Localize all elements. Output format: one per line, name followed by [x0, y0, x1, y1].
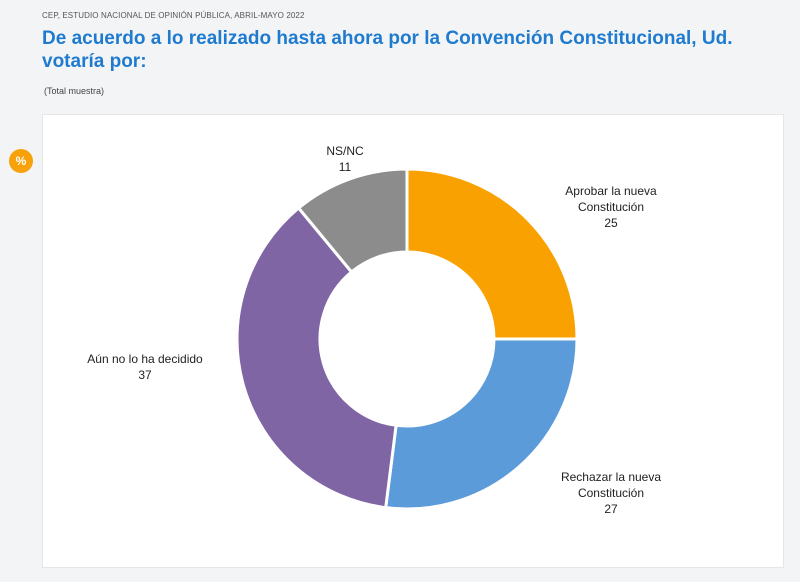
slice-ns-nc-label: NS/NC	[326, 144, 364, 158]
source-note: CEP, ESTUDIO NACIONAL DE OPINIÓN PÚBLICA…	[42, 11, 305, 20]
slice-aun-no-decidido-label: Aún no lo ha decidido	[87, 352, 203, 366]
slice-rechazar-label: Constitución	[578, 486, 644, 500]
slice-aprobar-value: 25	[604, 216, 618, 230]
slice-aun-no-decidido	[235, 205, 398, 510]
donut-chart: Aprobar la nueva Constitución 25 Rechazar l…	[87, 144, 661, 516]
chart-card: Aprobar la nueva Constitución 25 Rechazar l…	[42, 114, 784, 568]
slice-aun-no-decidido-value: 37	[138, 368, 152, 382]
slice-aprobar-label: Constitución	[578, 200, 644, 214]
slice-ns-nc	[296, 167, 409, 275]
sample-note: (Total muestra)	[44, 86, 105, 96]
percent-badge-icon[interactable]: %	[9, 149, 33, 173]
slice-rechazar-value: 27	[604, 502, 618, 516]
slice-rechazar-label: Rechazar la nueva	[561, 470, 661, 484]
slice-rechazar	[384, 337, 579, 511]
chart-title: De acuerdo a lo realizado hasta ahora po…	[42, 28, 733, 72]
slice-ns-nc-value: 11	[339, 160, 352, 174]
slice-aprobar	[405, 167, 579, 341]
slice-aprobar-label: Aprobar la nueva	[565, 184, 657, 198]
